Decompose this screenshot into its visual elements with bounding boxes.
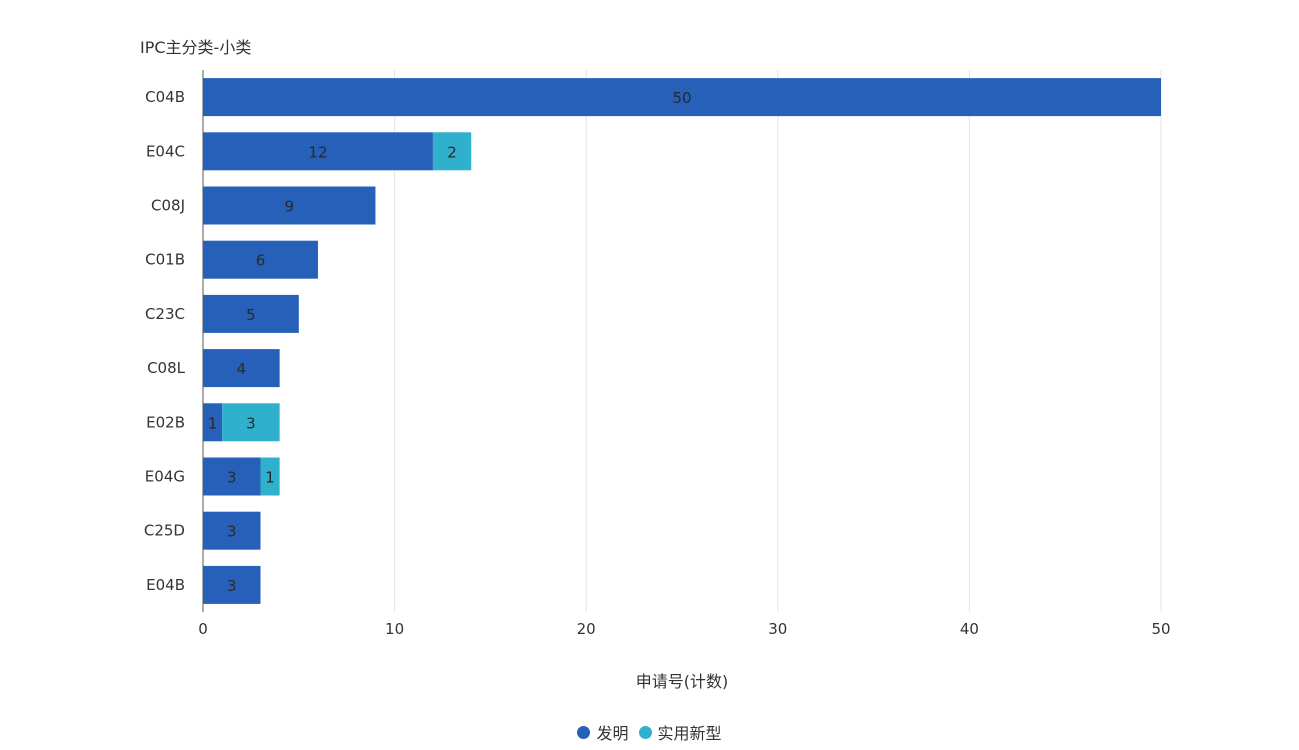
bar-c04b-series-0[interactable]: [203, 78, 1161, 117]
x-axis-title: 申请号(计数): [635, 672, 729, 691]
x-tick-label-40: 40: [960, 620, 979, 638]
legend-label-utility-model: 实用新型: [657, 724, 722, 743]
x-tick-label-50: 50: [1151, 620, 1170, 638]
bar-label-e04g-series-1: 1: [265, 469, 275, 487]
legend-marker-invention: [577, 725, 591, 739]
bar-e04c-series-1[interactable]: [432, 132, 472, 171]
y-tick-label-c08l: C08L: [147, 359, 186, 377]
y-tick-label-c23c: C23C: [145, 305, 185, 323]
x-tick-label-30: 30: [768, 620, 787, 638]
bar-label-c08j-series-0: 9: [284, 198, 294, 216]
bar-e02b-series-1[interactable]: [222, 403, 280, 442]
bar-label-e04b-series-0: 3: [227, 577, 237, 595]
bar-label-c01b-series-0: 6: [256, 252, 266, 270]
bar-label-e02b-series-0: 1: [208, 414, 218, 432]
bar-label-e04g-series-0: 3: [227, 469, 237, 487]
y-tick-label-c08j: C08J: [151, 197, 185, 215]
bar-label-e02b-series-1: 3: [246, 414, 256, 432]
bar-label-c23c-series-0: 5: [246, 306, 256, 324]
y-tick-label-e04b: E04B: [146, 576, 185, 594]
bar-c08j-series-0[interactable]: [203, 186, 376, 225]
bar-e02b-series-0[interactable]: [203, 403, 223, 442]
x-tick-label-20: 20: [577, 620, 596, 638]
chart-plot: 0 10 20 30 40 50 C04B 50 E04C 12 2 C08J 9 C01B 6 C23C 5 C…: [144, 70, 1171, 638]
bar-label-e04c-series-0: 12: [308, 143, 327, 161]
bar-c23c-series-0[interactable]: [203, 294, 299, 333]
x-tick-label-0: 0: [198, 620, 208, 638]
bar-c01b-series-0[interactable]: [203, 240, 318, 279]
y-axis-title: IPC主分类-小类: [140, 38, 252, 57]
legend-label-invention: 发明: [596, 724, 629, 743]
bar-label-c08l-series-0: 4: [237, 360, 247, 378]
bar-e04c-series-0[interactable]: [203, 132, 433, 171]
legend: 发明 实用新型: [0, 720, 1299, 744]
bar-c25d-series-0[interactable]: [203, 511, 261, 550]
bar-label-c04b-series-0: 50: [672, 89, 691, 107]
x-tick-label-10: 10: [385, 620, 404, 638]
bar-label-c25d-series-0: 3: [227, 523, 237, 541]
bar-c08l-series-0[interactable]: [203, 349, 280, 388]
y-tick-label-e04c: E04C: [146, 142, 185, 160]
legend-item-utility-model[interactable]: 实用新型: [638, 720, 722, 744]
y-tick-label-c01b: C01B: [145, 251, 185, 269]
y-tick-label-e02b: E02B: [146, 413, 185, 431]
bar-e04g-series-1[interactable]: [260, 457, 280, 496]
y-tick-label-e04g: E04G: [145, 468, 185, 486]
bar-e04b-series-0[interactable]: [203, 565, 261, 604]
legend-item-invention[interactable]: 发明: [577, 720, 629, 744]
y-tick-label-c25d: C25D: [144, 522, 185, 540]
y-tick-label-c04b: C04B: [145, 88, 185, 106]
bar-e04g-series-0[interactable]: [203, 457, 261, 496]
bar-label-e04c-series-1: 2: [447, 143, 457, 161]
legend-marker-utility-model: [638, 725, 652, 739]
